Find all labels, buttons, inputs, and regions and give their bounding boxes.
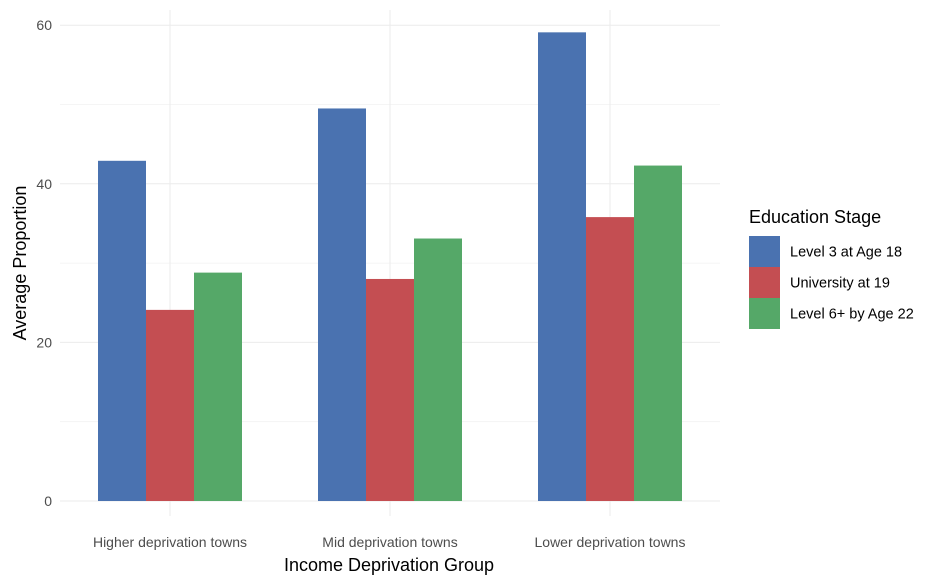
legend-swatch [749,267,780,298]
y-tick-label: 0 [44,493,52,509]
x-axis-ticks: Higher deprivation towns Mid deprivation … [93,534,686,550]
legend-title: Education Stage [749,207,881,227]
bar [366,278,414,501]
bar [634,165,682,501]
legend-label: University at 19 [790,276,890,292]
bar [146,309,194,501]
legend-items: Level 3 at Age 18 University at 19 Level 6… [749,236,914,329]
bar [194,272,242,501]
bar [538,32,586,501]
bar [414,238,462,501]
bar [318,108,366,501]
legend-swatch [749,298,780,329]
x-tick-label: Higher deprivation towns [93,534,247,550]
legend-swatch [749,236,780,267]
x-tick-label: Mid deprivation towns [322,534,457,550]
y-axis-title: Average Proportion [10,186,30,341]
legend-label: Level 3 at Age 18 [790,245,902,261]
x-tick-label: Lower deprivation towns [535,534,686,550]
bars [98,32,682,502]
y-tick-label: 60 [36,17,52,33]
bar [586,217,634,501]
x-axis-title: Income Deprivation Group [284,555,494,575]
y-tick-label: 40 [36,176,52,192]
y-axis-ticks: 0 20 40 60 [36,17,52,509]
legend: Education Stage Level 3 at Age 18 Univers… [749,207,914,329]
y-tick-label: 20 [36,334,52,350]
bar [98,160,146,502]
legend-label: Level 6+ by Age 22 [790,307,914,323]
